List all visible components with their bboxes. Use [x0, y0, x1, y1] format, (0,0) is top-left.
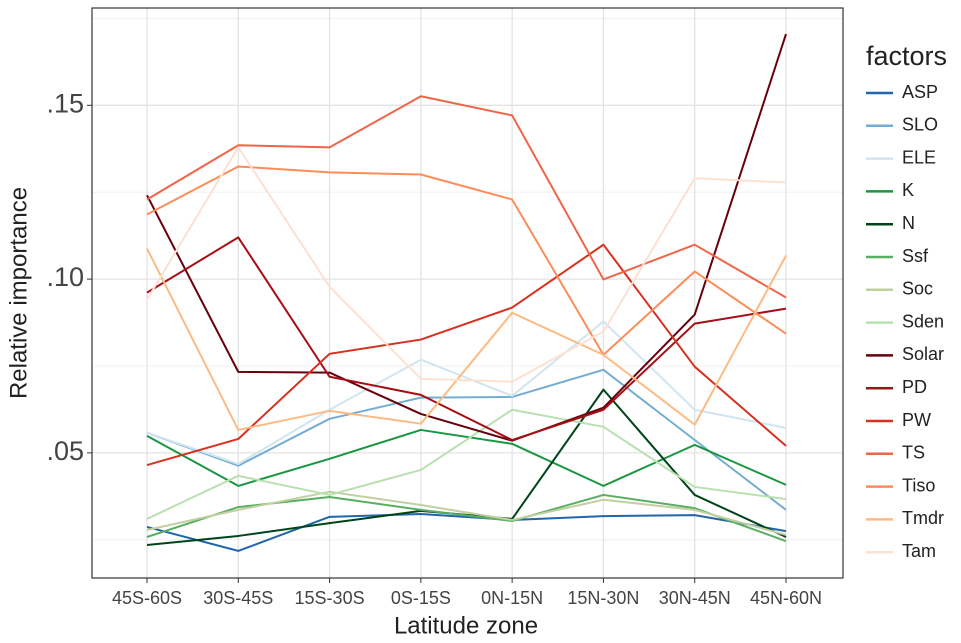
series-line — [146, 513, 787, 552]
legend-label: ELE — [902, 147, 936, 167]
series-line — [146, 428, 787, 487]
plot-border — [91, 7, 844, 579]
series-line — [146, 490, 787, 536]
x-tick-label: 30S-45S — [203, 588, 273, 608]
x-tick-label: 30N-45N — [659, 588, 731, 608]
legend-label: Tiso — [902, 475, 935, 495]
legend-title: factors — [866, 41, 947, 71]
legend-label: PW — [902, 410, 931, 430]
series-line — [146, 368, 787, 511]
series-line — [146, 95, 787, 299]
x-tick-label: 45N-60N — [750, 588, 822, 608]
series-line — [146, 320, 787, 465]
series-line — [146, 248, 787, 431]
x-tick-label: 15N-30N — [567, 588, 639, 608]
legend-label: Tmdr — [902, 508, 944, 528]
x-tick-label: 0S-15S — [391, 588, 451, 608]
legend-label: N — [902, 213, 915, 233]
series-line — [146, 243, 787, 467]
series-line — [146, 408, 787, 520]
x-tick-label: 15S-30S — [295, 588, 365, 608]
y-tick-label: .05 — [46, 436, 84, 466]
legend-label: Ssf — [902, 246, 929, 266]
series-line — [146, 165, 787, 356]
series-line — [146, 493, 787, 543]
y-tick-label: .10 — [46, 262, 84, 292]
x-axis-label: Latitude zone — [394, 612, 538, 639]
series-line — [146, 146, 787, 383]
series-line — [146, 33, 787, 442]
y-axis-label: Relative importance — [5, 187, 32, 399]
legend-label: PD — [902, 377, 927, 397]
legend-label: K — [902, 180, 914, 200]
legend-label: Sden — [902, 311, 944, 331]
legend-label: Solar — [902, 344, 944, 364]
x-tick-label: 0N-15N — [481, 588, 543, 608]
legend-label: TS — [902, 443, 925, 463]
y-tick-label: .15 — [46, 88, 84, 118]
x-tick-label: 45S-60S — [112, 588, 182, 608]
series-line — [146, 236, 787, 442]
legend-label: SLO — [902, 115, 938, 135]
legend-label: ASP — [902, 82, 938, 102]
legend-label: Tam — [902, 541, 936, 561]
plot-background — [92, 8, 843, 578]
legend-label: Soc — [902, 279, 933, 299]
